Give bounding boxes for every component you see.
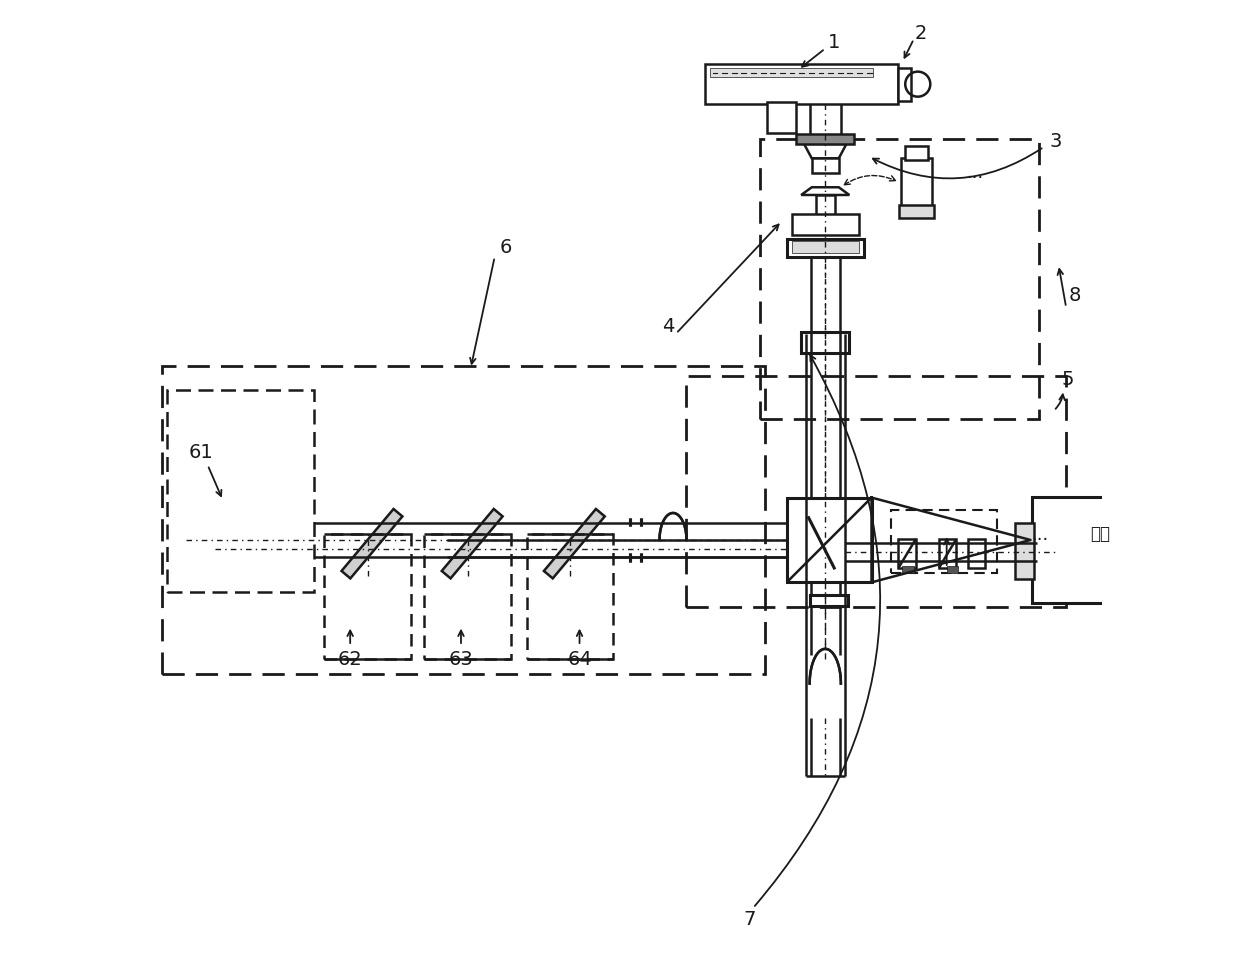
Bar bbox=[898, 68, 911, 100]
Bar bbox=[791, 214, 859, 235]
Bar bbox=[812, 158, 838, 173]
Bar bbox=[939, 539, 956, 568]
Bar bbox=[946, 566, 959, 573]
Text: 4: 4 bbox=[662, 318, 675, 336]
Bar bbox=[527, 535, 614, 659]
Text: 8: 8 bbox=[1069, 286, 1081, 304]
Bar bbox=[801, 331, 849, 353]
Polygon shape bbox=[441, 509, 502, 578]
Bar bbox=[816, 195, 835, 216]
Polygon shape bbox=[804, 144, 847, 158]
Bar bbox=[162, 365, 765, 674]
Bar bbox=[903, 566, 914, 573]
Text: 62: 62 bbox=[337, 650, 362, 669]
Text: 6: 6 bbox=[500, 237, 512, 257]
Bar bbox=[424, 535, 511, 659]
Bar bbox=[796, 134, 854, 144]
Text: 61: 61 bbox=[188, 443, 213, 462]
Text: 2: 2 bbox=[914, 23, 926, 43]
Text: 相机: 相机 bbox=[1090, 525, 1110, 543]
Text: ...: ... bbox=[1032, 526, 1049, 544]
Bar bbox=[324, 535, 410, 659]
Text: ...: ... bbox=[966, 163, 983, 182]
Bar bbox=[768, 102, 796, 133]
Bar bbox=[899, 205, 934, 218]
Bar bbox=[791, 241, 859, 253]
Bar bbox=[899, 539, 916, 568]
Text: 63: 63 bbox=[449, 650, 474, 669]
Bar bbox=[901, 158, 932, 206]
Polygon shape bbox=[544, 509, 605, 578]
Bar bbox=[760, 139, 1039, 419]
Text: 5: 5 bbox=[1061, 370, 1074, 390]
Bar bbox=[810, 595, 848, 607]
Text: 7: 7 bbox=[743, 910, 755, 929]
Bar bbox=[786, 498, 872, 582]
Bar bbox=[704, 64, 898, 104]
Bar bbox=[1033, 497, 1167, 603]
Text: 64: 64 bbox=[567, 650, 591, 669]
Bar bbox=[1016, 523, 1034, 579]
Bar bbox=[709, 68, 873, 78]
Text: 1: 1 bbox=[828, 33, 841, 52]
Bar bbox=[686, 376, 1066, 608]
Bar bbox=[905, 146, 929, 160]
Bar bbox=[167, 390, 314, 592]
Polygon shape bbox=[341, 509, 403, 578]
Bar bbox=[786, 239, 864, 257]
Bar bbox=[890, 510, 997, 573]
Bar bbox=[968, 539, 986, 568]
Polygon shape bbox=[801, 188, 849, 195]
Text: 3: 3 bbox=[1049, 131, 1061, 151]
